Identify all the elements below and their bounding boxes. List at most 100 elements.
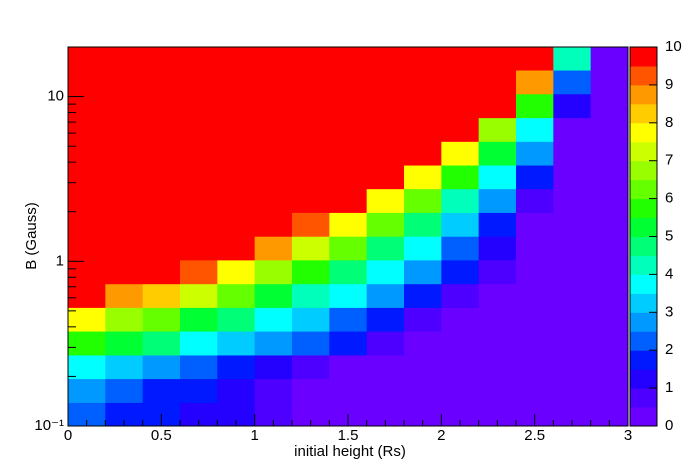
heatmap-cell <box>404 236 442 261</box>
heatmap-cell <box>441 331 480 356</box>
heatmap-cell <box>68 307 106 332</box>
colorbar-tick-label: 1 <box>665 379 673 396</box>
heatmap-cell <box>478 117 517 142</box>
heatmap-cell <box>366 236 405 261</box>
heatmap-cell <box>590 93 629 119</box>
heatmap-cell <box>68 212 106 237</box>
heatmap-cell <box>478 283 517 308</box>
heatmap-cell <box>105 331 144 356</box>
heatmap-cell <box>68 236 106 261</box>
heatmap-cell <box>180 70 218 95</box>
heatmap-cell <box>142 141 181 166</box>
heatmap-cell <box>516 70 554 95</box>
y-tick-label: 10⁻¹ <box>34 417 64 434</box>
heatmap-cell <box>254 212 293 237</box>
heatmap-cell <box>180 93 218 119</box>
heatmap-cell <box>516 117 554 142</box>
colorbar-band <box>630 160 657 181</box>
colorbar-tick-label: 10 <box>665 38 682 55</box>
heatmap-cell <box>142 188 181 213</box>
heatmap-cell <box>68 331 106 356</box>
heatmap-cell <box>590 141 629 166</box>
heatmap-cell <box>254 117 293 142</box>
heatmap-cell <box>404 283 442 308</box>
heatmap-cell <box>180 307 218 332</box>
heatmap-cell <box>366 331 405 356</box>
heatmap-cell <box>441 70 480 95</box>
y-tick-label: 1 <box>56 252 64 269</box>
heatmap-cell <box>478 188 517 213</box>
heatmap-cell <box>553 236 592 261</box>
heatmap-cell <box>105 283 144 308</box>
colorbar-band <box>630 331 657 351</box>
heatmap-cell <box>553 259 592 285</box>
heatmap-cell <box>404 70 442 95</box>
colorbar-band <box>630 388 657 408</box>
heatmap-cell <box>105 259 144 285</box>
heatmap-cell <box>590 259 629 285</box>
heatmap-cell <box>254 141 293 166</box>
heatmap-cell <box>329 331 368 356</box>
heatmap-cell <box>105 165 144 190</box>
heatmap-cell <box>553 93 592 119</box>
heatmap-cell <box>404 331 442 356</box>
heatmap-cell <box>366 70 405 95</box>
heatmap-cell <box>217 93 256 119</box>
heatmap-cell <box>441 354 480 380</box>
heatmap-cell <box>478 259 517 285</box>
heatmap-cell <box>180 236 218 261</box>
heatmap-cell <box>292 378 330 403</box>
heatmap-cell <box>105 188 144 213</box>
heatmap-cell <box>404 47 442 71</box>
heatmap-cell <box>68 188 106 213</box>
heatmap-cell <box>329 117 368 142</box>
heatmap-cell <box>478 236 517 261</box>
heatmap-cell <box>292 141 330 166</box>
colorbar-band <box>630 236 657 256</box>
colorbar-band <box>630 198 657 219</box>
heatmap-cell <box>292 354 330 380</box>
heatmap-cell <box>329 212 368 237</box>
heatmap-cell <box>441 307 480 332</box>
heatmap-cell <box>217 70 256 95</box>
heatmap-cell <box>329 259 368 285</box>
heatmap-cell <box>478 354 517 380</box>
heatmap-cell <box>180 165 218 190</box>
colorbar-tick-label: 8 <box>665 114 673 131</box>
heatmap-cell <box>590 236 629 261</box>
heatmap-cell <box>366 378 405 403</box>
heatmap-cell <box>441 165 480 190</box>
heatmap-cell <box>590 47 629 71</box>
heatmap-cell <box>366 141 405 166</box>
colorbar-band <box>630 179 657 200</box>
heatmap-cell <box>516 354 554 380</box>
heatmap-cell <box>329 70 368 95</box>
heatmap-cell <box>590 188 629 213</box>
heatmap-cell <box>105 307 144 332</box>
heatmap-cell <box>553 212 592 237</box>
heatmap-cell <box>180 47 218 71</box>
x-axis-label: initial height (Rs) <box>294 443 406 460</box>
heatmap-cell <box>329 283 368 308</box>
heatmap-cell <box>441 236 480 261</box>
heatmap-cell <box>217 307 256 332</box>
heatmap-cell <box>292 236 330 261</box>
heatmap-cell <box>217 354 256 380</box>
colorbar-band <box>630 312 657 332</box>
heatmap-cell <box>254 236 293 261</box>
heatmap-cell <box>441 93 480 119</box>
heatmap-cell <box>292 188 330 213</box>
x-tick-label: 2.5 <box>524 427 545 444</box>
heatmap-cell <box>142 259 181 285</box>
colorbar-tick-label: 4 <box>665 265 673 282</box>
colorbar-band <box>630 65 657 86</box>
heatmap-cell <box>105 70 144 95</box>
heatmap-cell <box>404 141 442 166</box>
heatmap-cell <box>142 236 181 261</box>
heatmap-cell <box>478 165 517 190</box>
heatmap-cell <box>68 259 106 285</box>
heatmap-cell <box>366 117 405 142</box>
heatmap-cell <box>254 354 293 380</box>
heatmap-cell <box>516 283 554 308</box>
heatmap-cell <box>292 70 330 95</box>
